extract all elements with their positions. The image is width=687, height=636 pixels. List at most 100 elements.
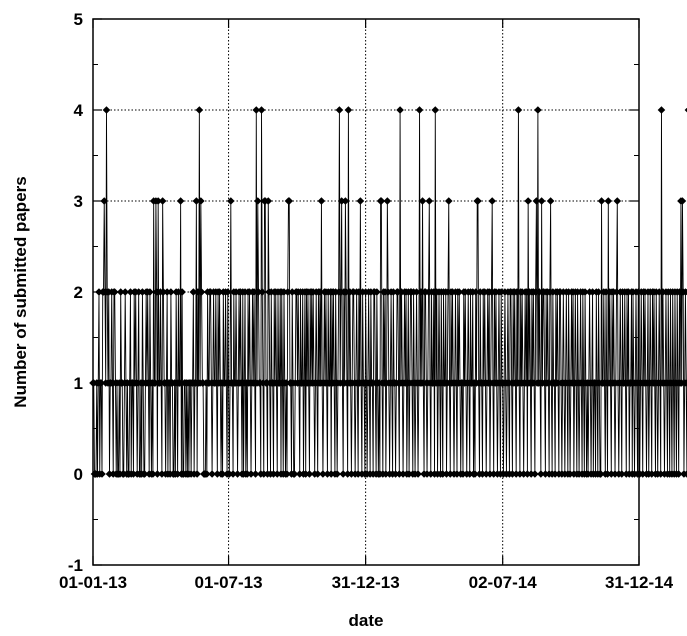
data-point [471, 470, 479, 478]
series-line [93, 109, 687, 475]
data-point [597, 470, 605, 478]
y-axis-label: Number of submitted papers [11, 176, 30, 407]
data-point [176, 197, 185, 205]
data-point [197, 197, 205, 205]
data-point [229, 470, 237, 478]
data-point [197, 288, 206, 296]
data-point [514, 106, 523, 114]
data-point [684, 107, 687, 113]
data-point [285, 197, 294, 205]
data-point [537, 197, 546, 205]
data-point [178, 288, 186, 296]
data-point [252, 106, 261, 114]
y-tick-label: 3 [74, 192, 83, 211]
data-point [195, 106, 204, 114]
data-point [224, 288, 232, 296]
y-tick-label: 4 [74, 101, 84, 120]
data-point [415, 106, 424, 114]
y-tick-label: 1 [74, 374, 83, 393]
data-point [189, 288, 198, 296]
data-point [532, 197, 541, 205]
data-point [100, 197, 109, 205]
data-point [233, 470, 242, 478]
data-point [290, 470, 299, 478]
data-point [373, 288, 381, 296]
data-point [253, 197, 262, 205]
data-point [339, 470, 347, 478]
data-point [474, 197, 482, 205]
data-point [344, 106, 353, 114]
data-point [140, 470, 149, 478]
data-point [581, 288, 589, 296]
data-point [431, 106, 440, 114]
data-point [341, 197, 350, 205]
data-point [218, 470, 227, 478]
data-point [674, 470, 683, 478]
data-point [319, 470, 327, 478]
data-point [657, 106, 666, 114]
data-point [208, 470, 216, 478]
data-point [471, 288, 480, 296]
y-tick-label: -1 [68, 556, 83, 575]
data-point [383, 197, 392, 205]
data-point [356, 197, 365, 205]
data-point [594, 288, 603, 296]
data-point [683, 288, 687, 296]
data-point [524, 197, 532, 205]
data-point [264, 197, 273, 205]
data-point [444, 197, 453, 205]
data-point [418, 197, 427, 205]
x-tick-label: 02-07-14 [469, 573, 538, 592]
data-point [192, 197, 201, 205]
y-tick-label: 2 [74, 283, 83, 302]
data-point [158, 197, 167, 205]
data-point [193, 470, 201, 478]
data-point [313, 470, 322, 478]
data-point [414, 470, 422, 478]
data-point [316, 288, 324, 296]
x-tick-labels: 01-01-13 01-07-13 31-12-13 02-07-14 31-12-14 [59, 573, 674, 592]
data-point [167, 288, 175, 296]
data-point [149, 470, 157, 478]
data-point [102, 106, 111, 114]
y-tick-label: 5 [74, 10, 83, 29]
y-tick-label: 0 [74, 465, 83, 484]
data-point [153, 470, 162, 478]
data-point [488, 197, 496, 205]
data-point [678, 197, 687, 205]
plot-series [89, 106, 687, 478]
data-point [176, 379, 184, 387]
data-point [335, 106, 344, 114]
data-point [154, 197, 162, 205]
data-point [146, 288, 154, 296]
data-point [617, 470, 626, 478]
data-point [116, 288, 125, 296]
data-point [250, 288, 258, 296]
data-point [251, 470, 260, 478]
x-tick-label: 31-12-13 [332, 573, 400, 592]
data-point [425, 197, 434, 205]
data-point [683, 470, 687, 478]
data-point [283, 470, 291, 478]
data-point [377, 197, 386, 205]
data-point [682, 379, 687, 387]
x-tick-label: 01-01-13 [59, 573, 127, 592]
data-point [537, 470, 545, 478]
data-point [546, 197, 555, 205]
data-point [534, 106, 542, 114]
x-tick-label: 01-07-13 [195, 573, 263, 592]
data-point [455, 288, 464, 296]
data-point [531, 470, 539, 478]
data-point [604, 197, 613, 205]
data-point [613, 197, 622, 205]
data-point [283, 288, 292, 296]
data-point [247, 470, 255, 478]
x-axis-label: date [349, 611, 384, 630]
data-point [203, 470, 211, 478]
data-point [227, 197, 235, 205]
data-point [317, 197, 326, 205]
y-tick-labels: -1 0 1 2 3 4 5 [68, 10, 84, 575]
data-point [257, 106, 266, 114]
axis-ticks [92, 18, 640, 566]
